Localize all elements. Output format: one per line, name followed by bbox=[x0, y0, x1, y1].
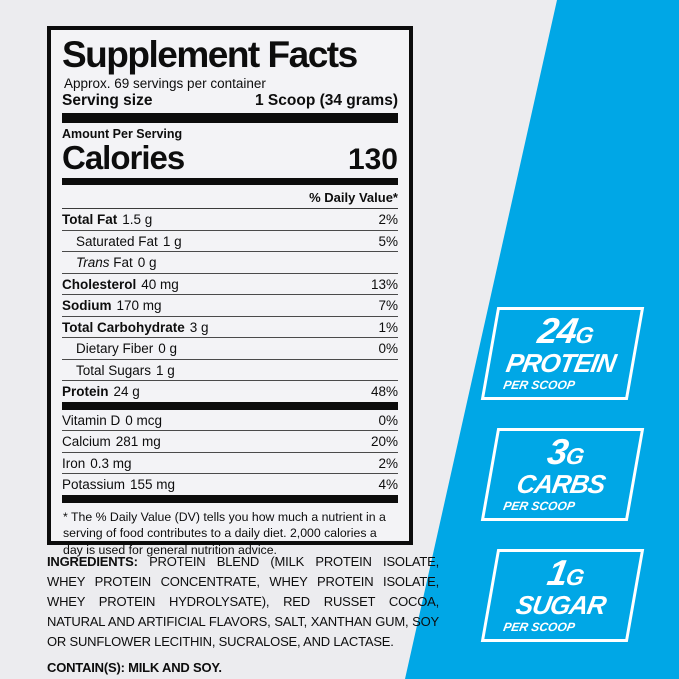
nutrient-daily-value: 1% bbox=[378, 319, 398, 335]
badge-unit: G bbox=[573, 322, 596, 349]
nutrient-name-amount: Protein 24 g bbox=[62, 384, 140, 400]
allergen-contains-line: CONTAIN(S): MILK AND SOY. bbox=[47, 660, 222, 675]
nutrient-row: Potassium 155 mg 4% bbox=[62, 474, 398, 495]
nutrient-name-amount: Total Sugars 1 g bbox=[76, 362, 175, 378]
serving-size-value: 1 Scoop (34 grams) bbox=[255, 92, 398, 109]
panel-title: Supplement Facts bbox=[62, 34, 358, 75]
nutrient-row: Dietary Fiber 0 g 0% bbox=[62, 338, 398, 360]
nutrient-row: Calcium 281 mg 20% bbox=[62, 431, 398, 453]
badge-nutrient: CARBS bbox=[514, 468, 608, 499]
ingredients-paragraph: INGREDIENTS: PROTEIN BLEND (MILK PROTEIN… bbox=[47, 552, 439, 652]
thick-divider bbox=[62, 113, 398, 123]
nutrient-row: Saturated Fat 1 g 5% bbox=[62, 231, 398, 253]
nutrient-daily-value: 2% bbox=[378, 455, 398, 471]
serving-size-label: Serving size bbox=[62, 92, 153, 109]
nutrient-row: Total Sugars 1 g bbox=[62, 360, 398, 382]
section-divider bbox=[62, 494, 398, 503]
nutrient-daily-value: 13% bbox=[370, 276, 398, 292]
nutrient-name-amount: Dietary Fiber 0 g bbox=[76, 341, 178, 357]
italic-name-prefix: Trans bbox=[76, 255, 114, 271]
nutrient-daily-value: 7% bbox=[378, 298, 398, 314]
nutrient-daily-value: 5% bbox=[378, 233, 398, 249]
nutrient-daily-value: 0% bbox=[378, 412, 398, 428]
nutrient-row: Trans Fat 0 g bbox=[62, 252, 398, 274]
badge-amount: 24G bbox=[535, 310, 597, 351]
nutrient-name-amount: Total Fat 1.5 g bbox=[62, 212, 153, 227]
calories-label: Calories bbox=[62, 139, 185, 176]
nutrient-name-amount: Iron 0.3 mg bbox=[62, 455, 132, 471]
macro-badge: 1G SUGAR PER SCOOP bbox=[480, 549, 645, 642]
badge-nutrient: SUGAR bbox=[513, 589, 608, 620]
macro-badge: 24G PROTEIN PER SCOOP bbox=[480, 307, 645, 400]
ingredients-text: PROTEIN BLEND (MILK PROTEIN ISOLATE, WHE… bbox=[47, 554, 439, 649]
calories-value: 130 bbox=[347, 143, 398, 176]
supplement-facts-panel: Supplement Facts Approx. 69 servings per… bbox=[47, 26, 413, 557]
amount-per-serving-label: Amount Per Serving bbox=[62, 127, 183, 141]
badge-nutrient: PROTEIN bbox=[503, 347, 618, 378]
medium-divider bbox=[62, 178, 398, 185]
ingredients-block: INGREDIENTS: PROTEIN BLEND (MILK PROTEIN… bbox=[47, 552, 439, 679]
badge-unit: G bbox=[563, 443, 587, 470]
badge-per-scoop: PER SCOOP bbox=[502, 619, 577, 634]
serving-size-row: Serving size 1 Scoop (34 grams) bbox=[62, 92, 398, 110]
nutrient-row: Protein 24 g 48% bbox=[62, 381, 398, 402]
ingredients-heading: INGREDIENTS: bbox=[47, 554, 138, 569]
nutrient-daily-value: 48% bbox=[370, 384, 398, 400]
badge-amount: 1G bbox=[544, 552, 588, 593]
macro-badges-group: 24G PROTEIN PER SCOOP 3G CARBS PER SCOOP… bbox=[480, 307, 645, 642]
nutrient-row: Total Carbohydrate 3 g 1% bbox=[62, 317, 398, 339]
badge-per-scoop: PER SCOOP bbox=[502, 377, 577, 392]
nutrient-daily-value: 0% bbox=[378, 341, 398, 357]
nutrient-daily-value: 20% bbox=[370, 434, 398, 450]
section-divider bbox=[62, 401, 398, 410]
nutrient-name-amount: Sodium 170 mg bbox=[62, 298, 162, 314]
nutrient-rows-group: Total Fat 1.5 g 2% Saturated Fat 1 g 5% Tr… bbox=[62, 209, 398, 402]
nutrient-name-amount: Cholesterol 40 mg bbox=[62, 276, 179, 292]
badge-per-scoop: PER SCOOP bbox=[502, 498, 577, 513]
nutrient-row: Sodium 170 mg 7% bbox=[62, 295, 398, 317]
nutrient-row: Cholesterol 40 mg 13% bbox=[62, 274, 398, 296]
nutrient-name-amount: Trans Fat 0 g bbox=[76, 255, 157, 271]
nutrient-name-amount: Total Carbohydrate 3 g bbox=[62, 319, 209, 335]
nutrient-daily-value: 2% bbox=[378, 212, 398, 227]
badge-amount: 3G bbox=[544, 431, 588, 472]
nutrient-name-amount: Calcium 281 mg bbox=[62, 434, 161, 450]
daily-value-header: % Daily Value* bbox=[62, 187, 398, 209]
calories-row: Calories 130 bbox=[62, 141, 398, 175]
nutrient-name-amount: Saturated Fat 1 g bbox=[76, 233, 182, 249]
daily-value-footnote: * The % Daily Value (DV) tells you how m… bbox=[63, 509, 386, 558]
nutrient-row: Total Fat 1.5 g 2% bbox=[62, 209, 398, 231]
badge-unit: G bbox=[563, 564, 587, 591]
nutrient-row: Iron 0.3 mg 2% bbox=[62, 453, 398, 475]
macro-badge: 3G CARBS PER SCOOP bbox=[480, 428, 645, 521]
nutrient-name-amount: Potassium 155 mg bbox=[62, 477, 176, 493]
nutrient-daily-value: 4% bbox=[378, 477, 398, 493]
servings-per-container: Approx. 69 servings per container bbox=[64, 76, 266, 91]
